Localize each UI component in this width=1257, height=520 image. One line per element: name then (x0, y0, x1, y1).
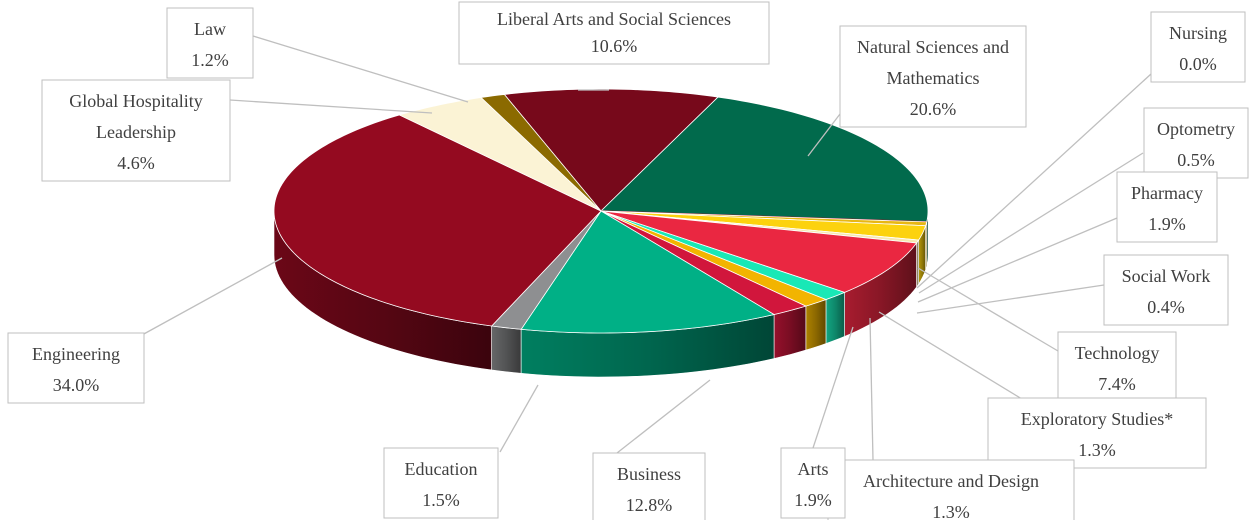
callout-leaders (141, 35, 1152, 461)
callout-natural-sciences-and-mathematics: Natural Sciences and Mathematics 20.6% (839, 25, 1027, 128)
callout-box (1143, 107, 1249, 179)
callout-box (458, 1, 770, 65)
callout-box (166, 7, 254, 79)
leader-line-nursing (916, 73, 1152, 289)
callout-category: Social Work (1122, 266, 1211, 286)
callout-category: Mathematics (887, 68, 980, 88)
pie-slice-law (480, 94, 602, 212)
pie-side-education (491, 325, 522, 374)
callout-value: 0.4% (1147, 297, 1185, 317)
callout-category: Law (194, 19, 226, 39)
leader-line-architecture-and-design (869, 317, 874, 461)
pie-slice-business (520, 210, 776, 334)
pie-slice-global-hospitality-leadership (398, 97, 602, 212)
callout-category: Business (617, 464, 681, 484)
pie-side-architecture-and-design (805, 299, 827, 351)
callout-category: Pharmacy (1131, 183, 1203, 203)
callout-value: 1.9% (1148, 214, 1186, 234)
callout-exploratory-studies: Exploratory Studies* 1.3% (987, 397, 1207, 469)
callout-category: Arts (798, 459, 829, 479)
callout-engineering: Engineering 34.0% (7, 332, 145, 404)
callout-labels: Liberal Arts and Social Sciences 10.6% Nat… (7, 1, 1249, 520)
callout-value: 34.0% (53, 375, 100, 395)
callout-category: Nursing (1169, 23, 1227, 43)
leader-line-global-hospitality-leadership (229, 99, 433, 114)
leader-line-business (616, 379, 711, 454)
callout-law: Law 1.2% (166, 7, 254, 79)
callout-value: 1.9% (794, 490, 832, 510)
callout-box (1116, 171, 1218, 243)
leader-line-education (499, 384, 539, 453)
callout-value: 1.3% (932, 502, 970, 520)
callout-value: 1.5% (422, 490, 460, 510)
callout-box (1103, 254, 1229, 326)
callout-category: Architecture and Design (863, 471, 1039, 491)
pie-slice-liberal-arts-and-social-sciences (503, 88, 719, 212)
callout-box (383, 447, 499, 519)
callout-nursing: Nursing 0.0% (1150, 11, 1246, 83)
pie-side-arts (773, 305, 807, 359)
callout-value: 20.6% (910, 99, 957, 119)
callout-category: Optometry (1157, 119, 1235, 139)
leader-line-engineering (141, 257, 283, 336)
leader-line-technology (917, 267, 1059, 352)
leader-line-natural-sciences-and-mathematics (807, 113, 841, 157)
leader-line-arts (812, 326, 854, 449)
pie-slice-technology (600, 210, 918, 293)
pie-slice-education (490, 210, 602, 330)
callout-value: 1.3% (1078, 440, 1116, 460)
callout-box (1150, 11, 1246, 83)
pie-slice-arts (600, 210, 807, 315)
leader-line-law (252, 35, 469, 103)
callout-box (7, 332, 145, 404)
callout-value: 0.0% (1179, 54, 1217, 74)
callout-category: Natural Sciences and (857, 37, 1009, 57)
callout-category: Education (405, 459, 478, 479)
callout-category: Technology (1075, 343, 1160, 363)
callout-global-hospitality-leadership: Global Hospitality Leadership 4.6% (41, 79, 231, 182)
pie-slices (273, 88, 929, 334)
callout-value: 10.6% (591, 36, 638, 56)
callout-optometry: Optometry 0.5% (1143, 107, 1249, 179)
callout-technology: Technology 7.4% (1057, 331, 1177, 403)
callout-business: Business 12.8% (592, 452, 706, 520)
callout-education: Education 1.5% (383, 447, 499, 519)
callout-value: 1.2% (191, 50, 229, 70)
pie-side-social-work (916, 239, 919, 288)
pie-slice-architecture-and-design (600, 210, 828, 307)
leader-line-social-work (916, 284, 1105, 314)
pie-slice-engineering (273, 114, 602, 327)
pie-slice-exploratory-studies (600, 210, 846, 300)
callout-value: 12.8% (626, 495, 673, 515)
callout-arts: Arts 1.9% (780, 447, 846, 519)
callout-architecture-and-design: Architecture and Design 1.3% (827, 459, 1075, 520)
callout-value: 0.5% (1177, 150, 1215, 170)
leader-line-exploratory-studies (878, 311, 1041, 411)
callout-social-work: Social Work 0.4% (1103, 254, 1229, 326)
callout-liberal-arts-and-social-sciences: Liberal Arts and Social Sciences 10.6% (458, 1, 770, 65)
callout-box (592, 452, 706, 520)
callout-category: Exploratory Studies* (1021, 409, 1173, 429)
callout-category: Liberal Arts and Social Sciences (497, 9, 731, 29)
callout-box (41, 79, 231, 182)
pie-side-exploratory-studies (825, 291, 845, 344)
callout-box (987, 397, 1207, 469)
leader-line-optometry (918, 152, 1144, 294)
callout-category: Engineering (32, 344, 120, 364)
callout-box (780, 447, 846, 519)
callout-box (839, 25, 1027, 128)
callout-value: 4.6% (117, 153, 155, 173)
pie-sides (273, 210, 929, 378)
callout-category: Global Hospitality (69, 91, 203, 111)
callout-pharmacy: Pharmacy 1.9% (1116, 171, 1218, 243)
pie-slice-natural-sciences-and-mathematics (600, 96, 929, 223)
callout-category: Leadership (96, 122, 176, 142)
callout-value: 7.4% (1098, 374, 1136, 394)
